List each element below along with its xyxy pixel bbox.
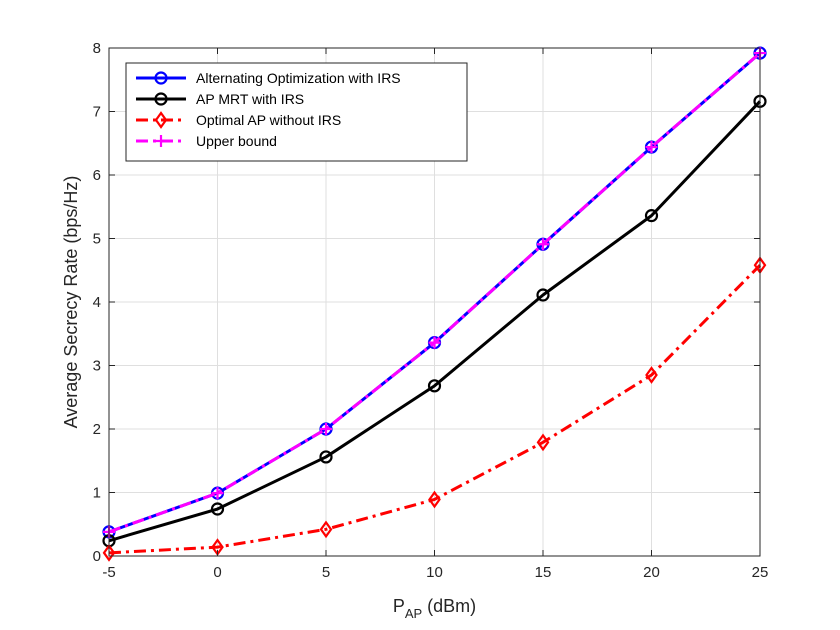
data-point xyxy=(102,543,116,562)
y-tick-label: 5 xyxy=(93,231,101,248)
legend-label: AP MRT with IRS xyxy=(196,91,304,107)
x-tick-label: 15 xyxy=(535,564,552,581)
y-tick-label: 7 xyxy=(93,104,101,121)
series-1 xyxy=(102,94,767,548)
series-group xyxy=(102,46,767,562)
data-point xyxy=(427,379,442,393)
legend-label: Optimal AP without IRS xyxy=(196,112,341,128)
x-tick-label: 20 xyxy=(643,564,660,581)
series-line xyxy=(108,100,762,543)
x-axis-title-unit: (dBm) xyxy=(422,596,476,616)
data-point xyxy=(320,423,332,435)
x-tick-label: 5 xyxy=(322,564,330,581)
y-tick-label: 4 xyxy=(93,294,101,311)
data-point xyxy=(536,433,550,452)
legend-swatch-marker xyxy=(155,135,167,147)
y-tick-label: 6 xyxy=(93,167,101,184)
y-tick-label: 1 xyxy=(93,485,101,502)
data-point xyxy=(537,238,549,251)
legend-label: Alternating Optimization with IRS xyxy=(196,70,401,86)
legend-label: Upper bound xyxy=(196,133,277,149)
data-point xyxy=(211,487,224,500)
legend-entry: AP MRT with IRS xyxy=(136,91,304,107)
x-tick-label: 0 xyxy=(213,564,221,581)
legend-entry: Alternating Optimization with IRS xyxy=(136,70,401,86)
data-point xyxy=(645,141,658,154)
legend-entry: Upper bound xyxy=(136,133,277,149)
legend-swatch-marker xyxy=(154,71,168,85)
legend-swatch-marker xyxy=(154,92,168,106)
data-point xyxy=(319,520,333,539)
data-point xyxy=(644,209,659,223)
x-axis-title-main: P xyxy=(393,596,405,616)
y-tick-label: 0 xyxy=(93,548,101,565)
legend-entry: Optimal AP without IRS xyxy=(136,111,341,129)
data-point xyxy=(428,336,441,349)
y-tick-label: 3 xyxy=(93,358,101,375)
data-point xyxy=(210,502,225,516)
y-tick-label: 8 xyxy=(93,40,101,57)
y-tick-label: 2 xyxy=(93,421,101,438)
y-axis-title: Average Secrecy Rate (bps/Hz) xyxy=(61,176,81,429)
x-tick-label: 10 xyxy=(426,564,443,581)
series-2 xyxy=(102,256,767,562)
x-tick-label: 25 xyxy=(752,564,769,581)
x-axis-title-subscript: AP xyxy=(405,606,422,621)
data-point xyxy=(536,288,550,302)
data-point xyxy=(645,366,658,384)
series-line xyxy=(108,264,762,555)
x-axis-title: PAP (dBm) xyxy=(393,596,476,621)
data-point xyxy=(428,490,441,509)
x-tick-label: -5 xyxy=(102,564,115,581)
legend: Alternating Optimization with IRS AP MRT … xyxy=(125,62,468,162)
data-point xyxy=(319,450,333,464)
legend-swatch-marker xyxy=(154,111,168,129)
